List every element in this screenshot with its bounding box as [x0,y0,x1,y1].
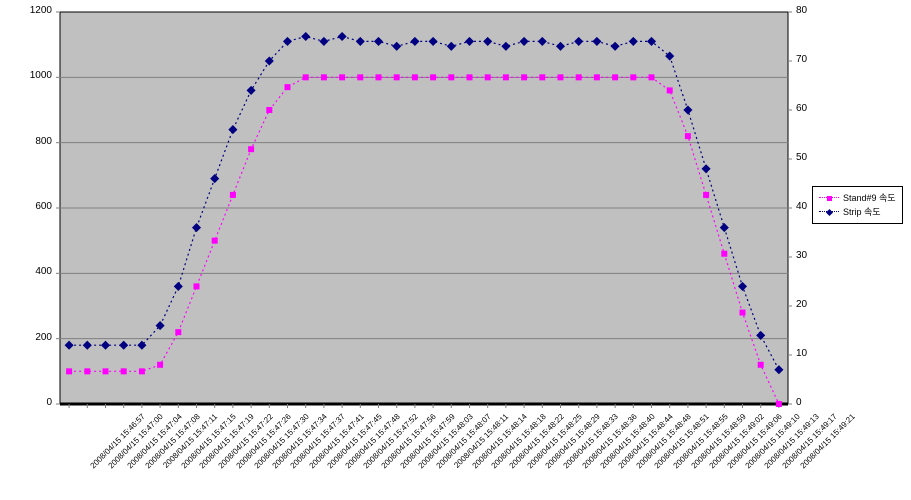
y-right-tick-label: 70 [796,54,807,65]
y-right-tick-label: 20 [796,299,807,310]
y-left-tick-label: 0 [12,397,52,408]
legend-label: Stand#9 속도 [843,191,896,205]
y-right-tick-label: 0 [796,397,802,408]
y-right-tick-label: 80 [796,5,807,16]
diamond-icon [819,211,839,213]
y-left-tick-label: 400 [12,266,52,277]
y-right-tick-label: 60 [796,103,807,114]
y-left-tick-label: 600 [12,201,52,212]
legend: Stand#9 속도Strip 속도 [812,186,903,224]
y-left-tick-label: 200 [12,332,52,343]
legend-label: Strip 속도 [843,205,881,219]
y-left-tick-label: 1200 [12,5,52,16]
chart-root: 020040060080010001200 01020304050607080 … [0,0,911,500]
y-right-tick-label: 10 [796,348,807,359]
y-left-tick-label: 1000 [12,70,52,81]
y-right-tick-label: 50 [796,152,807,163]
y-right-tick-label: 40 [796,201,807,212]
legend-item: Strip 속도 [819,205,896,219]
legend-item: Stand#9 속도 [819,191,896,205]
y-left-tick-label: 800 [12,136,52,147]
square-icon [819,197,839,199]
y-right-tick-label: 30 [796,250,807,261]
